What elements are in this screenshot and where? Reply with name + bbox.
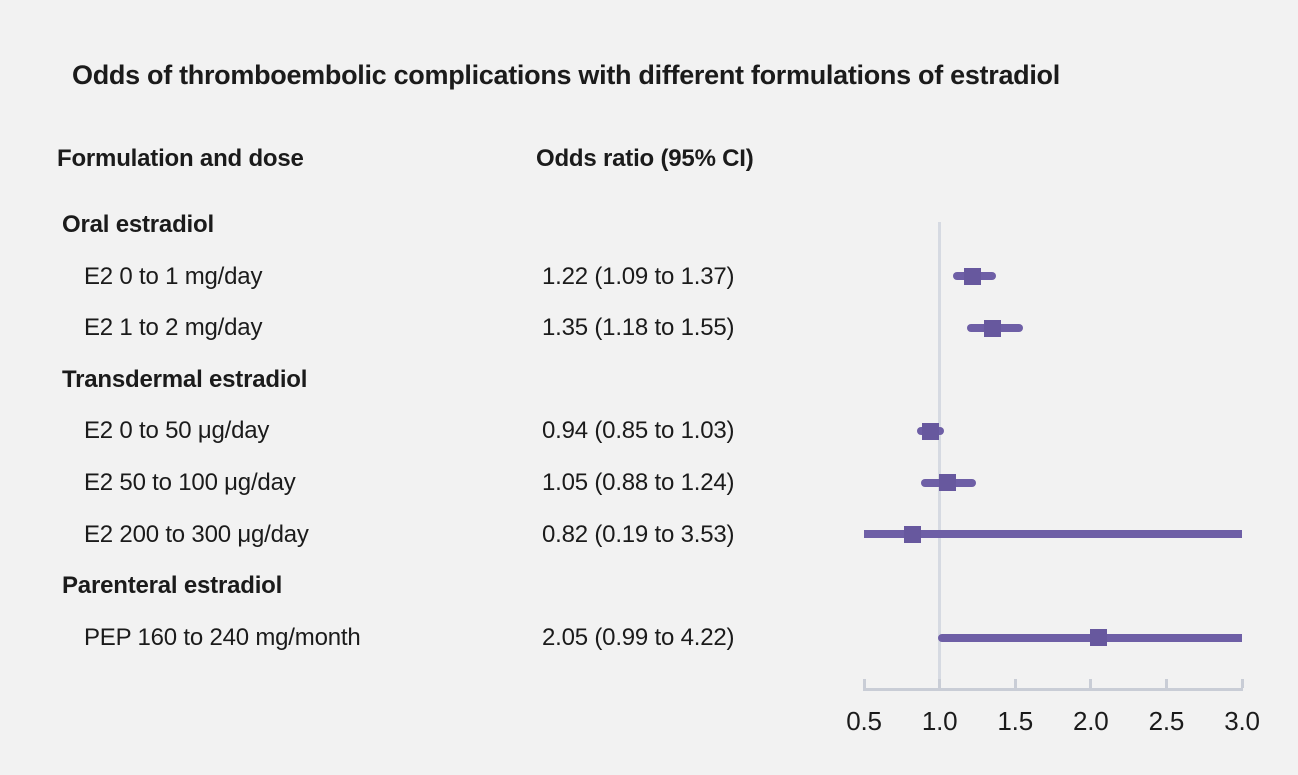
- row-or-value: 2.05 (0.99 to 4.22): [542, 623, 735, 651]
- column-header-formulation: Formulation and dose: [57, 145, 304, 172]
- point-estimate-marker: [938, 474, 956, 492]
- row-label: E2 1 to 2 mg/day: [84, 314, 263, 342]
- x-axis-tick: [862, 679, 866, 688]
- point-estimate-marker: [1089, 629, 1107, 647]
- row-or-value: 0.94 (0.85 to 1.03): [542, 417, 735, 445]
- row-label: Oral estradiol: [62, 211, 214, 238]
- row-or-value: 1.05 (0.88 to 1.24): [542, 469, 735, 496]
- x-axis-tick: [1013, 679, 1017, 688]
- x-axis-tick-label: 0.5: [846, 706, 882, 736]
- row-label: E2 200 to 300 μg/day: [84, 520, 309, 548]
- x-axis-tick-label: 3.0: [1224, 706, 1260, 736]
- x-axis-tick: [938, 679, 942, 688]
- x-axis-tick-label: 1.0: [921, 706, 958, 736]
- row-label: E2 0 to 50 μg/day: [84, 417, 270, 445]
- row-label: Transdermal estradiol: [62, 365, 308, 393]
- row-label: PEP 160 to 240 mg/month: [84, 623, 361, 651]
- x-axis-tick: [1240, 679, 1244, 688]
- point-estimate-marker: [964, 267, 982, 285]
- x-axis-tick: [1164, 679, 1168, 688]
- point-estimate-marker: [922, 422, 940, 440]
- column-header-odds-ratio: Odds ratio (95% CI): [536, 145, 754, 172]
- row-label: Parenteral estradiol: [62, 572, 283, 600]
- reference-line: [938, 222, 942, 688]
- x-axis-line: [863, 688, 1243, 691]
- row-or-value: 1.35 (1.18 to 1.55): [542, 314, 735, 342]
- x-axis-tick-label: 1.5: [997, 706, 1033, 736]
- x-axis-tick-label: 2.5: [1148, 706, 1185, 736]
- ci-line: [864, 530, 1242, 539]
- x-axis-tick: [1089, 679, 1093, 688]
- point-estimate-marker: [903, 525, 921, 543]
- point-estimate-marker: [984, 319, 1002, 337]
- row-or-value: 1.22 (1.09 to 1.37): [542, 262, 735, 290]
- row-label: E2 50 to 100 μg/day: [84, 469, 296, 496]
- x-axis-tick-label: 2.0: [1073, 706, 1109, 736]
- row-or-value: 0.82 (0.19 to 3.53): [542, 520, 735, 548]
- chart-title: Odds of thromboembolic complications wit…: [72, 60, 1060, 90]
- row-label: E2 0 to 1 mg/day: [84, 262, 263, 290]
